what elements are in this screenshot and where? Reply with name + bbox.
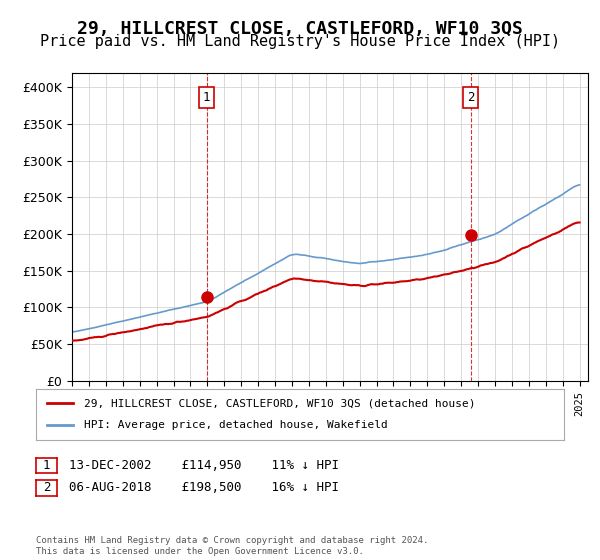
Text: 1: 1 bbox=[203, 91, 211, 104]
Text: 2: 2 bbox=[467, 91, 475, 104]
Text: HPI: Average price, detached house, Wakefield: HPI: Average price, detached house, Wake… bbox=[83, 421, 387, 431]
Text: 2: 2 bbox=[43, 481, 50, 494]
Text: 06-AUG-2018    £198,500    16% ↓ HPI: 06-AUG-2018 £198,500 16% ↓ HPI bbox=[69, 481, 339, 494]
Text: Contains HM Land Registry data © Crown copyright and database right 2024.
This d: Contains HM Land Registry data © Crown c… bbox=[36, 536, 428, 556]
Text: 29, HILLCREST CLOSE, CASTLEFORD, WF10 3QS: 29, HILLCREST CLOSE, CASTLEFORD, WF10 3Q… bbox=[77, 20, 523, 38]
Text: 29, HILLCREST CLOSE, CASTLEFORD, WF10 3QS (detached house): 29, HILLCREST CLOSE, CASTLEFORD, WF10 3Q… bbox=[83, 398, 475, 408]
Text: 13-DEC-2002    £114,950    11% ↓ HPI: 13-DEC-2002 £114,950 11% ↓ HPI bbox=[69, 459, 339, 472]
Text: Price paid vs. HM Land Registry's House Price Index (HPI): Price paid vs. HM Land Registry's House … bbox=[40, 34, 560, 49]
Text: 1: 1 bbox=[43, 459, 50, 472]
